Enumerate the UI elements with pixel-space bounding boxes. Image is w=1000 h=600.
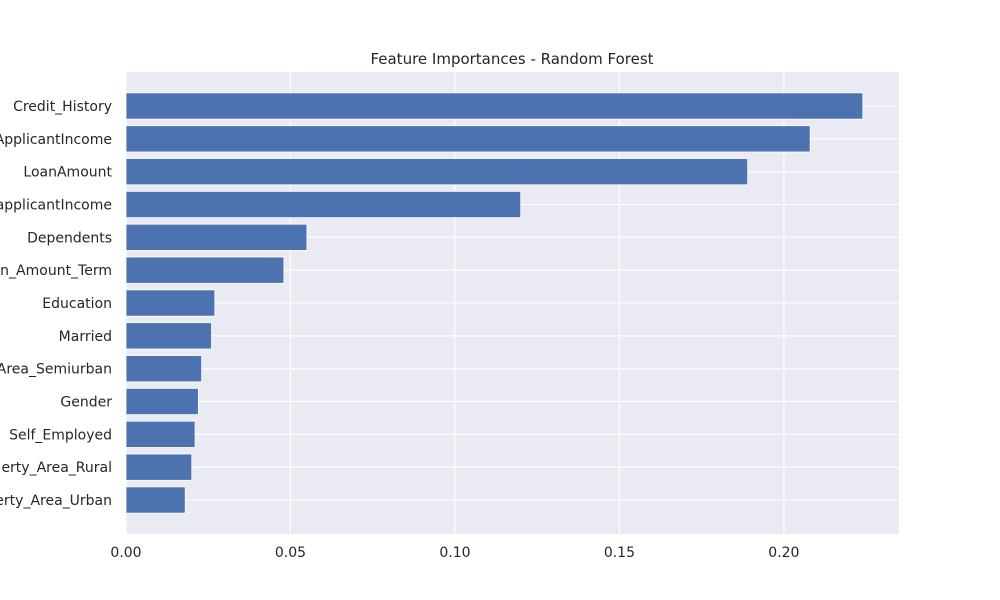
- bar-coapplicantincome: [125, 190, 522, 219]
- y-tick-label: Area_Semiurban: [0, 362, 112, 378]
- x-tick-labels: 0.00 0.05 0.10 0.15 0.20: [110, 545, 799, 561]
- y-tick-label: Dependents: [27, 230, 112, 246]
- bars: [125, 92, 864, 514]
- y-tick-labels: Credit_History ApplicantIncome LoanAmount a…: [0, 99, 113, 509]
- y-tick-label: Gender: [60, 395, 112, 411]
- bar-loan-amount-term: [125, 256, 285, 284]
- y-tick-label: ApplicantIncome: [0, 132, 112, 148]
- bar-dependents: [125, 223, 308, 251]
- bar-property-area-rural: [125, 453, 193, 481]
- y-tick-label: applicantIncome: [0, 198, 112, 214]
- bar-gender: [125, 387, 199, 416]
- bar-education: [125, 289, 216, 317]
- y-tick-label: Married: [59, 329, 112, 345]
- bar-applicantincome: [125, 125, 811, 153]
- y-tick-label: erty_Area_Urban: [0, 493, 112, 509]
- bar-loanamount: [125, 158, 749, 186]
- bar-married: [125, 322, 212, 350]
- x-tick-label: 0.00: [110, 545, 141, 561]
- y-tick-label: Self_Employed: [9, 427, 112, 443]
- x-tick-label: 0.10: [439, 545, 470, 561]
- y-tick-label: erty_Area_Rural: [1, 460, 112, 476]
- bar-credit-history: [125, 92, 864, 120]
- chart-title: Feature Importances - Random Forest: [370, 50, 653, 68]
- y-tick-label: n_Amount_Term: [0, 263, 112, 279]
- y-tick-label: Credit_History: [13, 99, 112, 115]
- bar-self-employed: [125, 420, 196, 448]
- x-tick-label: 0.15: [604, 545, 635, 561]
- bar-property-area-urban: [125, 486, 186, 514]
- bar-property-area-semiurban: [125, 355, 203, 383]
- y-tick-label: Education: [42, 296, 112, 312]
- x-tick-label: 0.20: [768, 545, 799, 561]
- y-tick-label: LoanAmount: [23, 165, 112, 181]
- x-tick-label: 0.05: [275, 545, 306, 561]
